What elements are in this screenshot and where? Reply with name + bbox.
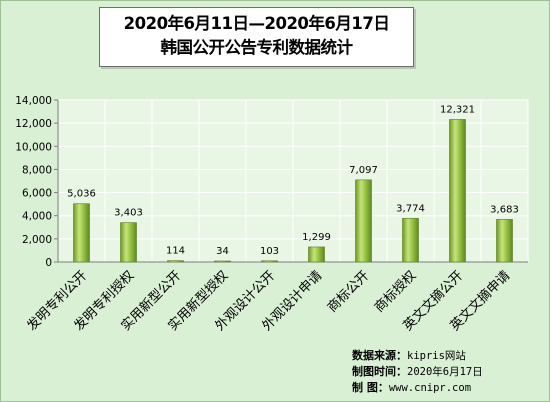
y-tick-label: 4,000 [22,211,52,223]
x-tick-label: 商标公开 [325,268,372,315]
data-label: 3,683 [490,204,519,215]
bar [214,260,231,263]
y-tick-label: 2,000 [22,234,52,246]
bar [261,260,278,263]
data-label: 114 [166,246,185,257]
data-label: 1,299 [302,232,331,243]
y-tick-label: 10,000 [15,141,52,153]
bar [308,246,325,263]
source-row-maker: 制 图：www.cnipr.com [352,380,528,396]
source-row-made-time: 制图时间：2020年6月17日 [352,364,528,380]
bar [167,260,184,263]
data-label: 103 [260,246,279,257]
bar [449,119,466,263]
y-tick-label: 8,000 [22,164,52,176]
data-label: 7,097 [349,165,378,176]
data-label: 3,403 [114,208,143,219]
maker-label: 制 图： [352,381,389,394]
source-info: 数据来源：kipris网站 制图时间：2020年6月17日 制 图：www.cn… [352,348,528,398]
y-tick-label: 14,000 [15,95,52,107]
data-label: 3,774 [396,203,425,214]
chart-title-line-1: 2020年6月11日—2020年6月17日 [123,14,390,33]
source-value: kipris网站 [407,350,466,362]
y-tick-label: 12,000 [15,118,52,130]
y-tick-label: 0 [45,257,52,269]
chart-title: 2020年6月11日—2020年6月17日 韩国公开公告专利数据统计 [99,7,414,67]
maker-value: www.cnipr.com [388,382,472,394]
bar [496,219,513,263]
made-time-label: 制图时间： [352,365,407,378]
data-label: 34 [216,246,229,257]
bar [355,179,372,263]
data-label: 5,036 [67,189,96,200]
x-tick-label: 商标授权 [371,268,419,316]
chart-title-line-2: 韩国公开公告专利数据统计 [160,38,354,57]
bar [402,218,419,263]
bar [120,222,137,263]
y-tick-label: 6,000 [22,188,52,200]
made-time-value: 2020年6月17日 [407,366,483,378]
bar [73,203,90,263]
source-row-data-source: 数据来源：kipris网站 [352,348,528,364]
data-label: 12,321 [440,104,475,115]
source-label: 数据来源： [352,349,407,362]
